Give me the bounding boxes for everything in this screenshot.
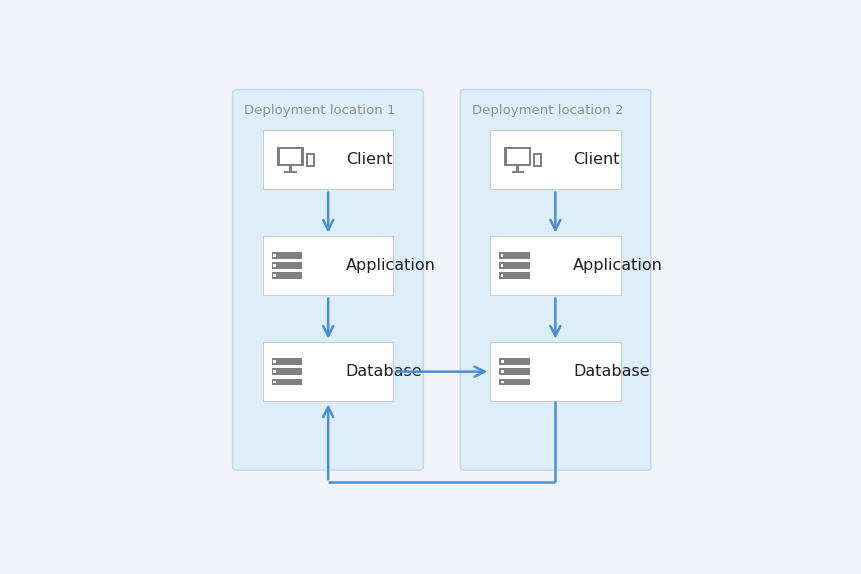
FancyBboxPatch shape <box>504 146 531 166</box>
FancyBboxPatch shape <box>273 381 276 383</box>
FancyBboxPatch shape <box>232 90 423 470</box>
FancyBboxPatch shape <box>273 254 276 257</box>
FancyBboxPatch shape <box>499 358 529 364</box>
FancyBboxPatch shape <box>506 149 528 164</box>
Text: Database: Database <box>573 364 649 379</box>
Text: Deployment location 1: Deployment location 1 <box>244 104 395 117</box>
FancyBboxPatch shape <box>490 236 620 296</box>
FancyBboxPatch shape <box>272 253 302 259</box>
FancyBboxPatch shape <box>306 153 314 167</box>
FancyBboxPatch shape <box>532 153 542 167</box>
Text: Client: Client <box>345 152 392 167</box>
Text: Application: Application <box>573 258 662 273</box>
FancyBboxPatch shape <box>263 130 393 189</box>
FancyBboxPatch shape <box>499 379 529 385</box>
FancyBboxPatch shape <box>272 273 302 279</box>
FancyBboxPatch shape <box>500 370 503 373</box>
FancyBboxPatch shape <box>272 379 302 385</box>
FancyBboxPatch shape <box>307 155 313 165</box>
FancyBboxPatch shape <box>273 274 276 277</box>
FancyBboxPatch shape <box>263 342 393 401</box>
FancyBboxPatch shape <box>276 146 304 166</box>
FancyBboxPatch shape <box>500 274 503 277</box>
FancyBboxPatch shape <box>499 273 529 279</box>
FancyBboxPatch shape <box>499 262 529 269</box>
FancyBboxPatch shape <box>273 264 276 267</box>
FancyBboxPatch shape <box>500 381 503 383</box>
FancyBboxPatch shape <box>272 262 302 269</box>
FancyBboxPatch shape <box>273 370 276 373</box>
FancyBboxPatch shape <box>490 342 620 401</box>
FancyBboxPatch shape <box>273 360 276 363</box>
FancyBboxPatch shape <box>272 358 302 364</box>
FancyBboxPatch shape <box>499 253 529 259</box>
FancyBboxPatch shape <box>499 369 529 375</box>
FancyBboxPatch shape <box>516 166 518 170</box>
FancyBboxPatch shape <box>511 170 523 173</box>
Text: Database: Database <box>345 364 422 379</box>
FancyBboxPatch shape <box>500 360 503 363</box>
Text: Client: Client <box>573 152 619 167</box>
Text: Deployment location 2: Deployment location 2 <box>471 104 623 117</box>
FancyBboxPatch shape <box>263 236 393 296</box>
FancyBboxPatch shape <box>460 90 650 470</box>
FancyBboxPatch shape <box>289 166 291 170</box>
FancyBboxPatch shape <box>500 254 503 257</box>
FancyBboxPatch shape <box>284 170 296 173</box>
FancyBboxPatch shape <box>272 369 302 375</box>
FancyBboxPatch shape <box>490 130 620 189</box>
FancyBboxPatch shape <box>535 155 540 165</box>
FancyBboxPatch shape <box>500 264 503 267</box>
FancyBboxPatch shape <box>279 149 301 164</box>
Text: Application: Application <box>345 258 435 273</box>
